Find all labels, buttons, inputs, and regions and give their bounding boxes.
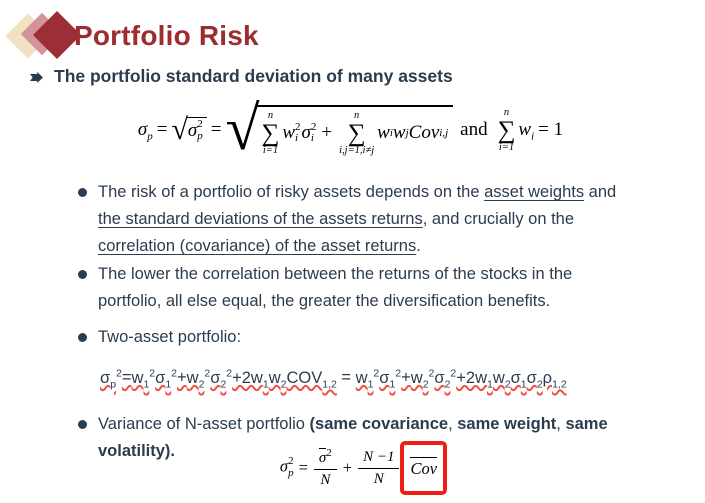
n-minus-one-fraction: N −1 N <box>358 448 400 489</box>
token: the standard deviations of the assets re… <box>98 210 423 228</box>
token: , <box>448 415 458 433</box>
summation: n ∑ i=1 <box>497 107 516 154</box>
token: + <box>401 368 411 387</box>
token: same <box>565 415 608 433</box>
token: = <box>336 368 356 387</box>
bullet-risk-depends: The risk of a portfolio of risky assets … <box>78 179 616 260</box>
radical-large: √ n ∑ i=1 w 2 i σ 2 i + n ∑ i,j=1,i≠j w i w j Cov i,j <box>225 95 454 163</box>
bullet-text: Variance of N-asset portfolio (same cova… <box>98 411 608 465</box>
token: σ12 <box>379 367 402 390</box>
summation: n ∑ i=1 <box>261 110 280 157</box>
token: and <box>584 183 617 201</box>
bullet-dot-icon <box>78 420 87 429</box>
token: σp2 <box>100 367 122 390</box>
sigma-sum-icon: ∑ <box>497 116 516 144</box>
token: , <box>556 415 566 433</box>
page-title: Portfolio Risk <box>74 20 259 51</box>
token: = <box>121 368 132 387</box>
token: asset weights <box>484 183 585 201</box>
token: w12 <box>355 367 380 390</box>
token: σ2 <box>526 368 543 390</box>
token: same weight <box>457 415 557 433</box>
radical-small: √ σ 2 p <box>171 113 207 147</box>
token: volatility). <box>98 442 176 460</box>
sigma-sum-icon: ∑ <box>347 119 366 147</box>
bullet-two-asset: Two-asset portfolio: <box>78 324 241 351</box>
slide-header: Portfolio Risk <box>5 10 259 62</box>
arrowhead-bullet-icon <box>30 72 43 83</box>
token: +2w1 <box>456 368 493 390</box>
token: w22 <box>186 367 211 390</box>
token: w2 <box>492 368 511 390</box>
token: Variance of N-asset portfolio <box>98 415 310 433</box>
token: COV1,2 <box>286 368 337 390</box>
two-asset-variance-formula: σp2=w12σ12+w22σ22+2w1w2COV1,2 = w12σ12+w… <box>100 367 567 390</box>
token: σ22 <box>434 367 457 390</box>
token: σ12 <box>155 367 177 390</box>
avg-covariance-term: Cov <box>410 457 438 478</box>
token: + <box>177 368 187 387</box>
bullet-dot-icon <box>78 188 87 197</box>
bullet-text: The risk of a portfolio of risky assets … <box>98 179 616 260</box>
radical-sign-icon: √ <box>225 95 260 163</box>
section-heading-text: The portfolio standard deviation of many… <box>54 66 453 86</box>
sigma-sum-icon: ∑ <box>261 119 280 147</box>
token: The risk of a portfolio of risky assets … <box>98 183 485 201</box>
avg-variance-fraction: σ2 N <box>313 447 337 490</box>
radical-sign-icon: √ <box>171 113 188 147</box>
section-heading: The portfolio standard deviation of many… <box>30 66 453 87</box>
portfolio-sd-formula: σp = √ σ 2 p = √ n ∑ i=1 w 2 i σ 2 i + n ∑ i,j=1,i≠j w i w j Cov i… <box>137 95 564 163</box>
token: ρ1,2 <box>542 368 567 390</box>
summation: n ∑ i,j=1,i≠j <box>339 110 375 157</box>
bullet-n-asset-variance: Variance of N-asset portfolio (same cova… <box>78 411 608 465</box>
token: w12 <box>131 367 156 390</box>
bullet-text: The lower the correlation between the re… <box>98 261 572 315</box>
token: , and crucially on the <box>422 210 575 228</box>
token: (same covariance <box>309 415 449 433</box>
diamond-logo-icon <box>5 10 82 62</box>
bullet-dot-icon <box>78 270 87 279</box>
token: The lower the correlation between the re… <box>98 265 573 283</box>
token: portfolio, all else equal, the greater t… <box>98 292 551 310</box>
token: Two-asset portfolio: <box>98 328 242 346</box>
token: . <box>416 237 421 255</box>
bullet-dot-icon <box>78 333 87 342</box>
token: correlation (covariance) of the asset re… <box>98 237 417 255</box>
bullet-lower-correlation: The lower the correlation between the re… <box>78 261 572 315</box>
token: w2 <box>268 368 287 390</box>
token: w22 <box>410 367 435 390</box>
bullet-text: Two-asset portfolio: <box>98 324 241 351</box>
red-highlight-box: Cov <box>400 441 448 495</box>
token: σ1 <box>510 368 527 390</box>
token: σ22 <box>210 367 233 390</box>
token: +2w1 <box>232 368 269 390</box>
